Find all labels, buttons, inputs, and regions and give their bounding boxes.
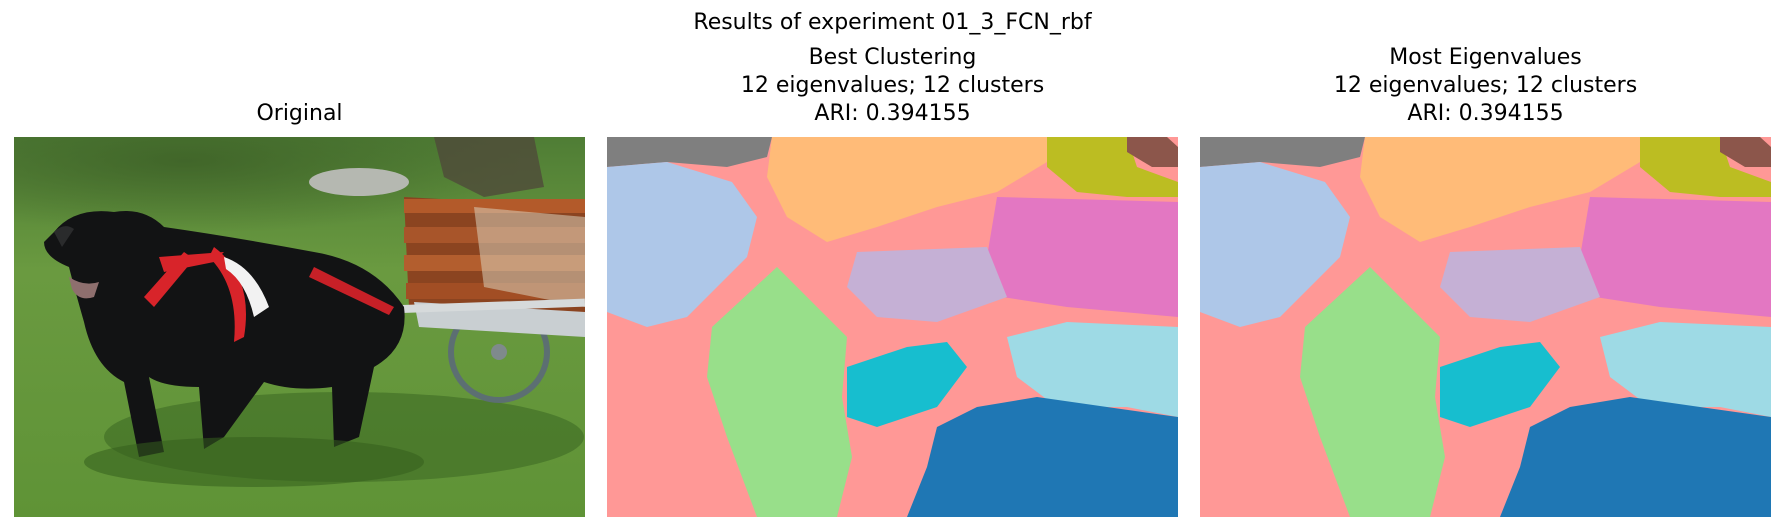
panel-title: Most Eigenvalues 12 eigenvalues; 12 clus… [1200,44,1771,128]
panel-best-clustering: Best Clustering 12 eigenvalues; 12 clust… [607,0,1178,532]
segmentation-map-best [607,137,1178,517]
panel-title-line-2: 12 eigenvalues; 12 clusters [1333,73,1638,98]
original-photo [14,137,585,517]
panel-original: Original [14,0,585,532]
panel-title-line-1: Best Clustering [808,45,977,70]
panel-title-line-1: Most Eigenvalues [1389,45,1582,70]
panel-title: Original [14,100,585,128]
panel-most-eigenvalues: Most Eigenvalues 12 eigenvalues; 12 clus… [1200,0,1771,532]
panel-title-line-3: ARI: 0.394155 [1407,101,1564,126]
figure-suptitle: Results of experiment 01_3_FCN_rbf [693,10,1092,35]
segmentation-map-most [1200,137,1771,517]
panel-title-line: Original [256,101,343,126]
panel-title: Best Clustering 12 eigenvalues; 12 clust… [607,44,1178,128]
panel-title-line-3: ARI: 0.394155 [814,101,971,126]
panel-title-line-2: 12 eigenvalues; 12 clusters [740,73,1045,98]
